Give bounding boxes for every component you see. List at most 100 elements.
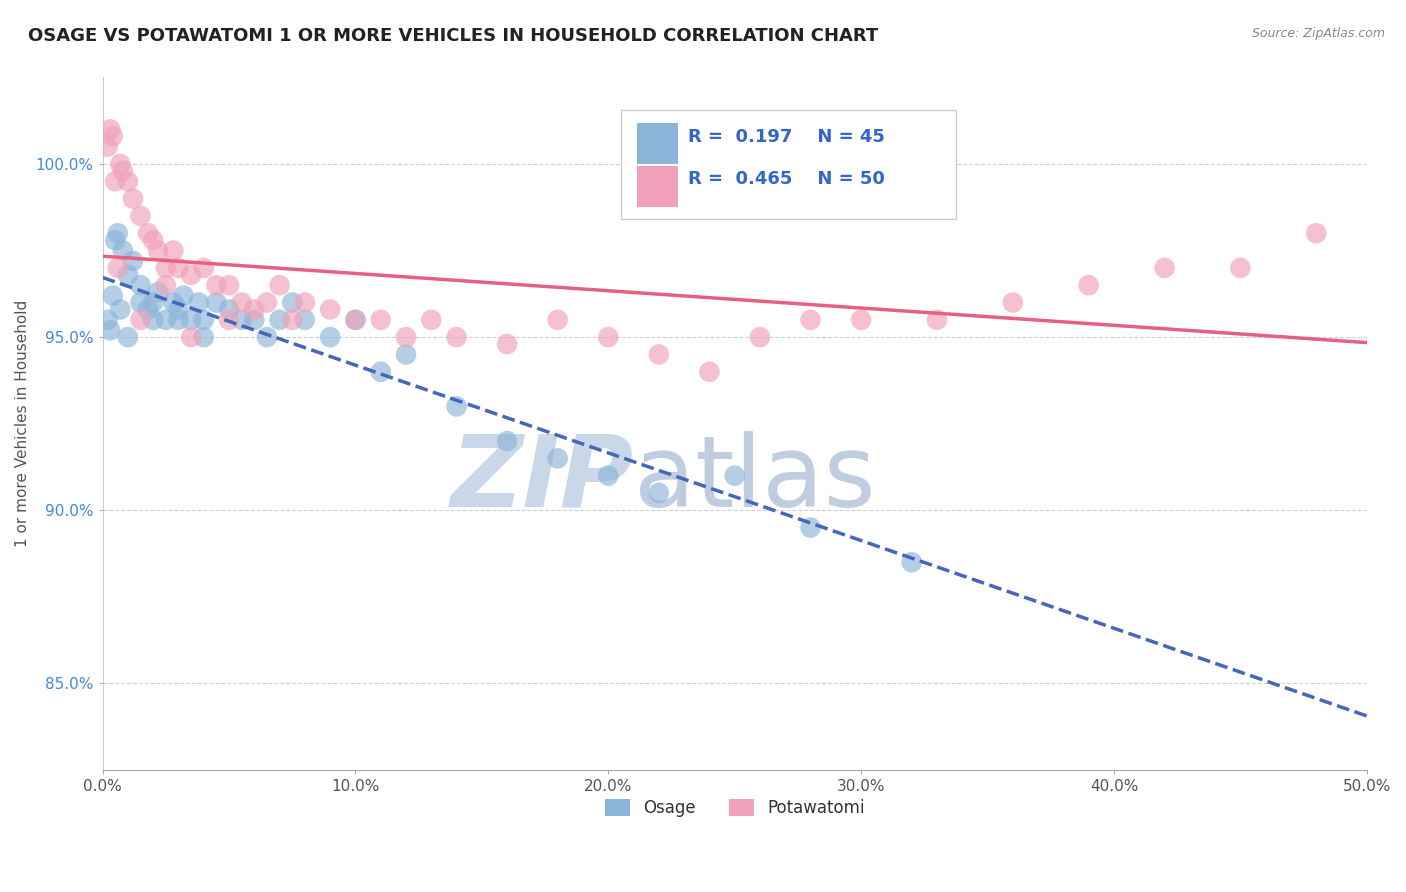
- Point: [218, 302, 240, 317]
- Point: [180, 268, 202, 282]
- Point: [97, 313, 120, 327]
- Point: [101, 288, 124, 302]
- Point: [294, 295, 316, 310]
- Point: [547, 451, 569, 466]
- Point: [167, 302, 190, 317]
- Point: [187, 295, 209, 310]
- Point: [129, 313, 152, 327]
- Point: [142, 295, 165, 310]
- Point: [142, 233, 165, 247]
- Point: [167, 313, 190, 327]
- Point: [598, 330, 620, 344]
- Point: [231, 313, 253, 327]
- Point: [1077, 278, 1099, 293]
- FancyBboxPatch shape: [621, 110, 956, 219]
- Point: [136, 302, 159, 317]
- Point: [129, 209, 152, 223]
- Point: [799, 313, 821, 327]
- Point: [925, 313, 948, 327]
- Point: [256, 330, 278, 344]
- Point: [193, 260, 215, 275]
- Point: [142, 313, 165, 327]
- Point: [319, 302, 342, 317]
- Point: [148, 244, 170, 258]
- Point: [395, 330, 418, 344]
- Point: [319, 330, 342, 344]
- Point: [148, 285, 170, 300]
- Point: [117, 330, 139, 344]
- Point: [180, 313, 202, 327]
- Point: [1153, 260, 1175, 275]
- FancyBboxPatch shape: [637, 166, 678, 207]
- Point: [281, 295, 304, 310]
- Point: [155, 278, 177, 293]
- Point: [111, 164, 134, 178]
- Point: [648, 347, 671, 361]
- Point: [243, 302, 266, 317]
- Point: [1305, 227, 1327, 241]
- Point: [281, 313, 304, 327]
- Point: [370, 313, 392, 327]
- Point: [111, 244, 134, 258]
- Point: [370, 365, 392, 379]
- Point: [129, 295, 152, 310]
- Text: ZIP: ZIP: [450, 431, 634, 528]
- Point: [294, 313, 316, 327]
- Point: [269, 278, 291, 293]
- Point: [122, 192, 145, 206]
- Text: OSAGE VS POTAWATOMI 1 OR MORE VEHICLES IN HOUSEHOLD CORRELATION CHART: OSAGE VS POTAWATOMI 1 OR MORE VEHICLES I…: [28, 27, 879, 45]
- Point: [269, 313, 291, 327]
- Point: [699, 365, 721, 379]
- Point: [193, 313, 215, 327]
- Point: [231, 295, 253, 310]
- Point: [117, 174, 139, 188]
- Point: [344, 313, 367, 327]
- Point: [598, 468, 620, 483]
- Point: [193, 330, 215, 344]
- Point: [155, 260, 177, 275]
- Point: [173, 288, 195, 302]
- Point: [162, 244, 184, 258]
- Point: [799, 520, 821, 534]
- Point: [129, 278, 152, 293]
- Point: [420, 313, 443, 327]
- Point: [496, 337, 519, 351]
- Point: [155, 313, 177, 327]
- Point: [1001, 295, 1024, 310]
- Point: [97, 139, 120, 153]
- Point: [395, 347, 418, 361]
- Point: [446, 330, 468, 344]
- Point: [648, 486, 671, 500]
- Point: [205, 278, 228, 293]
- Point: [218, 278, 240, 293]
- Point: [107, 227, 129, 241]
- Point: [136, 227, 159, 241]
- Point: [104, 233, 127, 247]
- Point: [117, 268, 139, 282]
- Point: [446, 400, 468, 414]
- Text: R =  0.465    N = 50: R = 0.465 N = 50: [688, 169, 884, 187]
- Text: Source: ZipAtlas.com: Source: ZipAtlas.com: [1251, 27, 1385, 40]
- Text: R =  0.197    N = 45: R = 0.197 N = 45: [688, 128, 884, 146]
- Point: [104, 174, 127, 188]
- Point: [101, 129, 124, 144]
- Point: [98, 323, 121, 337]
- Point: [162, 295, 184, 310]
- Point: [344, 313, 367, 327]
- Point: [107, 260, 129, 275]
- Point: [256, 295, 278, 310]
- Text: atlas: atlas: [634, 431, 875, 528]
- Point: [749, 330, 772, 344]
- Point: [110, 302, 132, 317]
- Point: [167, 260, 190, 275]
- Y-axis label: 1 or more Vehicles in Household: 1 or more Vehicles in Household: [15, 300, 30, 548]
- Point: [496, 434, 519, 448]
- Legend: Osage, Potawatomi: Osage, Potawatomi: [598, 792, 872, 824]
- FancyBboxPatch shape: [637, 123, 678, 164]
- Point: [547, 313, 569, 327]
- Point: [1229, 260, 1251, 275]
- Point: [98, 122, 121, 136]
- Point: [900, 555, 922, 569]
- Point: [243, 313, 266, 327]
- Point: [205, 295, 228, 310]
